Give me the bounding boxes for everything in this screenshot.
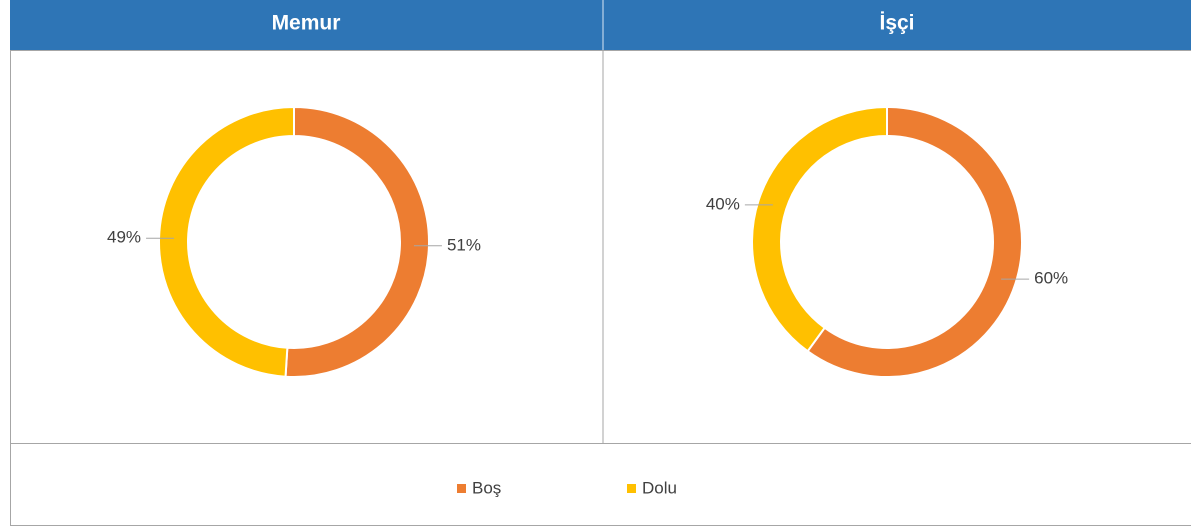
donut-segment	[284, 105, 430, 378]
chart-title: Memur	[272, 12, 341, 35]
data-label: 51%	[447, 235, 481, 254]
chart-title: İşçi	[879, 12, 914, 35]
donut-segment	[751, 105, 888, 353]
data-label: 60%	[1034, 269, 1068, 288]
donut-segment	[157, 105, 295, 378]
legend-swatch	[627, 484, 636, 493]
data-label: 49%	[107, 228, 141, 247]
legend-label: Boş	[472, 478, 501, 497]
data-label: 40%	[706, 194, 740, 213]
header-bar	[10, 0, 1191, 50]
legend-swatch	[457, 484, 466, 493]
legend-label: Dolu	[642, 478, 677, 497]
donut-segment	[806, 105, 1023, 378]
